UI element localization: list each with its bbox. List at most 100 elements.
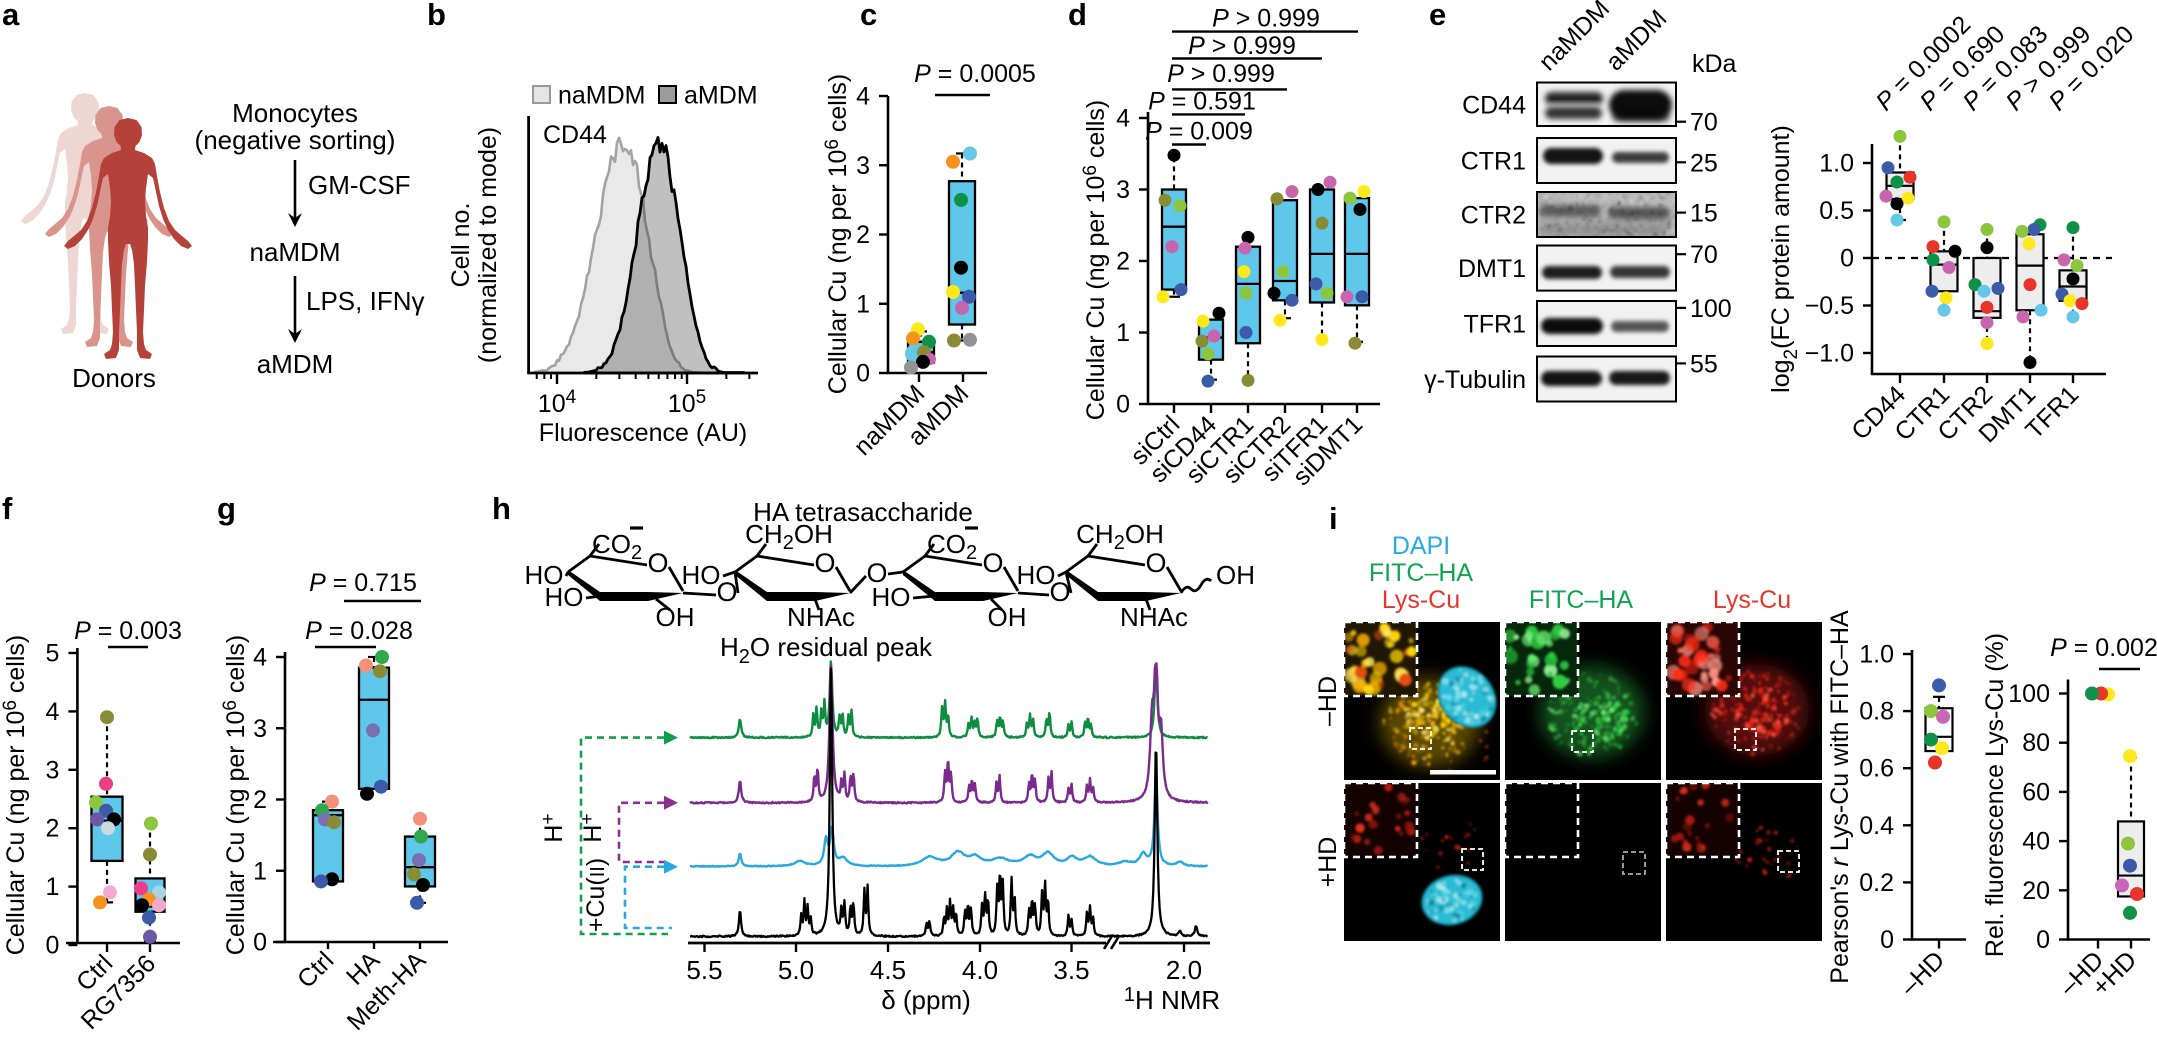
- svg-text:b: b: [427, 0, 446, 32]
- svg-text:3: 3: [253, 715, 267, 743]
- svg-text:100: 100: [1690, 295, 1732, 323]
- svg-text:LPS, IFNγ: LPS, IFNγ: [306, 286, 424, 316]
- svg-text:TFR1: TFR1: [1464, 311, 1527, 339]
- svg-text:O: O: [1145, 548, 1166, 578]
- svg-text:FITC–HA: FITC–HA: [1529, 586, 1634, 614]
- svg-text:55: 55: [1690, 350, 1718, 378]
- svg-text:0.4: 0.4: [1859, 812, 1894, 840]
- svg-text:40: 40: [2022, 828, 2050, 856]
- svg-text:1.0: 1.0: [1859, 641, 1894, 669]
- svg-text:O: O: [866, 558, 887, 588]
- svg-text:0: 0: [1116, 391, 1130, 419]
- svg-text:δ (ppm): δ (ppm): [881, 985, 971, 1015]
- svg-text:aMDM: aMDM: [257, 349, 334, 379]
- svg-text:4: 4: [253, 644, 267, 672]
- svg-text:HA tetrasaccharide: HA tetrasaccharide: [753, 497, 973, 527]
- svg-text:FITC–HA: FITC–HA: [1369, 559, 1474, 587]
- svg-text:0: 0: [1880, 926, 1894, 954]
- svg-text:P = 0.0005: P = 0.0005: [914, 60, 1036, 88]
- svg-text:2: 2: [1116, 248, 1130, 276]
- svg-text:HO: HO: [872, 582, 911, 612]
- svg-text:i: i: [1329, 501, 1338, 536]
- svg-text:O: O: [814, 548, 835, 578]
- svg-text:naMDM: naMDM: [249, 237, 340, 267]
- svg-text:20: 20: [2022, 877, 2050, 905]
- svg-text:100: 100: [2008, 680, 2050, 708]
- svg-text:1: 1: [856, 290, 870, 318]
- svg-text:DAPI: DAPI: [1392, 532, 1450, 560]
- svg-text:O: O: [982, 548, 1003, 578]
- svg-text:Cellular Cu (ng per 106 cells): Cellular Cu (ng per 106 cells): [0, 635, 30, 955]
- svg-text:CTR1: CTR1: [1461, 148, 1526, 176]
- svg-text:P > 0.999: P > 0.999: [1188, 32, 1296, 60]
- svg-text:HO: HO: [1017, 560, 1056, 590]
- svg-text:d: d: [1068, 0, 1087, 32]
- svg-text:0.5: 0.5: [1819, 197, 1854, 225]
- svg-text:OH: OH: [988, 602, 1027, 632]
- svg-text:0: 0: [45, 932, 59, 960]
- svg-text:Lys-Cu: Lys-Cu: [1382, 586, 1460, 614]
- svg-text:5.0: 5.0: [778, 955, 814, 985]
- svg-text:Cell no.: Cell no.: [447, 203, 475, 288]
- svg-text:0: 0: [2036, 926, 2050, 954]
- svg-text:5: 5: [45, 640, 59, 668]
- svg-text:Cellular Cu (ng per 106 cells): Cellular Cu (ng per 106 cells): [220, 635, 250, 955]
- svg-text:5.5: 5.5: [686, 955, 722, 985]
- svg-text:h: h: [492, 491, 511, 526]
- svg-text:1.0: 1.0: [1819, 150, 1854, 178]
- svg-text:HO: HO: [545, 582, 584, 612]
- svg-text:+Cu(II): +Cu(II): [582, 858, 610, 932]
- svg-text:aMDM: aMDM: [684, 82, 758, 110]
- svg-text:Donors: Donors: [72, 363, 156, 393]
- svg-text:0: 0: [856, 360, 870, 388]
- svg-text:4.5: 4.5: [870, 955, 906, 985]
- svg-text:OH: OH: [656, 602, 695, 632]
- svg-text:Lys-Cu: Lys-Cu: [1713, 586, 1791, 614]
- svg-text:(normalized to mode): (normalized to mode): [474, 127, 502, 363]
- svg-text:CTR2: CTR2: [1461, 202, 1526, 230]
- svg-text:HO: HO: [682, 560, 721, 590]
- svg-text:CH2OH: CH2OH: [745, 519, 833, 554]
- svg-text:P = 0.028: P = 0.028: [305, 617, 413, 645]
- svg-text:DMT1: DMT1: [1458, 255, 1526, 283]
- svg-text:25: 25: [1690, 149, 1718, 177]
- svg-text:naMDM: naMDM: [558, 82, 646, 110]
- svg-text:2: 2: [45, 815, 59, 843]
- svg-text:3.5: 3.5: [1053, 955, 1089, 985]
- svg-text:γ-Tubulin: γ-Tubulin: [1424, 366, 1526, 394]
- svg-text:−1.0: −1.0: [1805, 340, 1854, 368]
- svg-text:(negative sorting): (negative sorting): [195, 125, 396, 155]
- svg-text:CD44: CD44: [1462, 91, 1526, 119]
- svg-text:1H NMR: 1H NMR: [1124, 984, 1220, 1015]
- svg-text:0.8: 0.8: [1859, 698, 1894, 726]
- svg-text:2.0: 2.0: [1166, 955, 1202, 985]
- svg-text:4: 4: [856, 83, 870, 111]
- svg-text:e: e: [1429, 0, 1446, 32]
- svg-text:O: O: [716, 577, 737, 607]
- svg-text:P > 0.999: P > 0.999: [1167, 60, 1275, 88]
- svg-text:O: O: [647, 548, 668, 578]
- svg-text:–HD: –HD: [1314, 676, 1342, 726]
- svg-text:−0.5: −0.5: [1805, 292, 1854, 320]
- svg-text:Fluorescence (AU): Fluorescence (AU): [539, 419, 747, 447]
- svg-text:P = 0.003: P = 0.003: [74, 617, 182, 645]
- svg-text:1: 1: [45, 873, 59, 901]
- svg-text:2: 2: [856, 221, 870, 249]
- svg-text:c: c: [860, 0, 877, 32]
- svg-text:OH: OH: [1216, 560, 1255, 590]
- svg-text:GM-CSF: GM-CSF: [308, 170, 411, 200]
- svg-text:P = 0.009: P = 0.009: [1145, 118, 1253, 146]
- svg-text:80: 80: [2022, 729, 2050, 757]
- svg-text:0: 0: [253, 929, 267, 957]
- svg-text:NHAc: NHAc: [787, 602, 855, 632]
- svg-text:1: 1: [1116, 319, 1130, 347]
- svg-text:f: f: [2, 491, 13, 526]
- svg-text:70: 70: [1690, 241, 1718, 269]
- svg-text:0.2: 0.2: [1859, 869, 1894, 897]
- svg-text:P = 0.591: P = 0.591: [1148, 88, 1256, 116]
- svg-text:Monocytes: Monocytes: [232, 98, 358, 128]
- svg-text:70: 70: [1690, 109, 1718, 137]
- svg-text:HO: HO: [525, 560, 564, 590]
- svg-text:4: 4: [45, 698, 59, 726]
- svg-text:kDa: kDa: [1692, 50, 1737, 78]
